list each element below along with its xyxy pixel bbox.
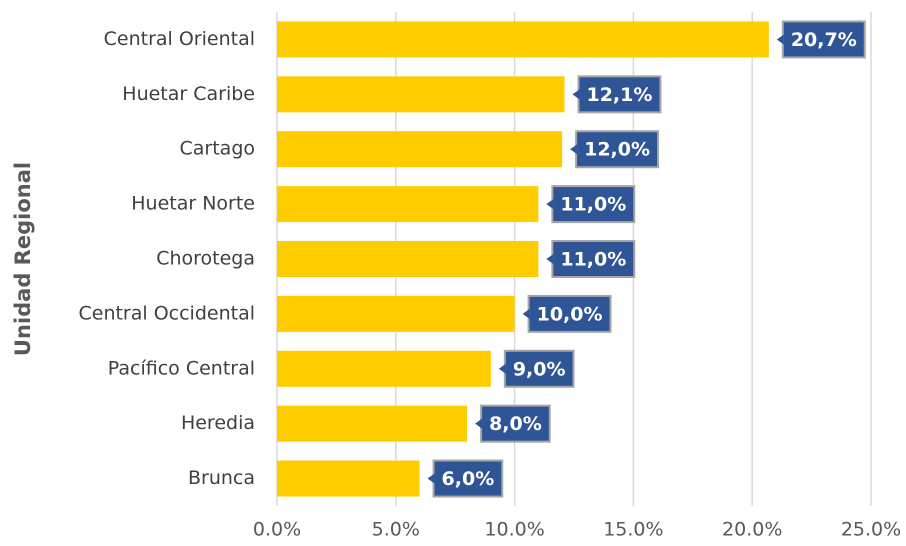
y-tick-label: Brunca [188, 467, 255, 489]
bar [277, 350, 491, 387]
data-label-pointer [427, 473, 435, 484]
data-label-box [527, 294, 612, 333]
y-tick-label: Central Oriental [104, 28, 255, 50]
x-tick-label: 5.0% [372, 519, 420, 541]
x-tick-label: 20.0% [722, 519, 782, 541]
data-label-pointer [522, 308, 530, 319]
y-tick-label: Central Occidental [78, 302, 255, 324]
bar [277, 131, 563, 168]
bar [277, 295, 515, 332]
data-label: 11,0% [560, 249, 626, 271]
y-tick-label: Pacífico Central [108, 357, 255, 379]
data-label-pointer [475, 418, 483, 429]
bar [277, 76, 565, 113]
data-label-pointer [546, 254, 554, 264]
y-tick-label: Chorotega [156, 248, 255, 270]
data-label-pointer [546, 199, 554, 210]
data-label: 8,0% [489, 413, 542, 435]
data-label-box [551, 185, 636, 224]
data-label-pointer [776, 34, 784, 45]
bar [277, 241, 539, 277]
data-label-pointer [572, 89, 580, 100]
x-tick-label: 0.0% [253, 519, 301, 541]
data-label: 9,0% [513, 358, 566, 380]
data-label: 20,7% [791, 29, 857, 51]
x-tick-label: 10.0% [484, 519, 544, 541]
bar [277, 186, 539, 223]
y-axis-label: Unidad Regional [11, 162, 35, 356]
x-tick-label: 25.0% [841, 519, 901, 541]
data-label-box [575, 130, 660, 169]
data-label-pointer [570, 144, 578, 155]
data-label: 11,0% [560, 194, 626, 216]
data-label-pointer [498, 363, 506, 374]
y-tick-label: Huetar Norte [131, 193, 255, 215]
bar [277, 405, 468, 442]
data-label: 6,0% [442, 468, 495, 490]
data-label: 12,1% [586, 84, 652, 106]
y-tick-label: Huetar Caribe [122, 83, 255, 105]
data-label: 12,0% [584, 139, 650, 161]
x-tick-label: 15.0% [603, 519, 663, 541]
bar [277, 460, 420, 497]
data-label-box [432, 459, 504, 498]
bar [277, 21, 769, 58]
y-tick-label: Cartago [180, 138, 256, 160]
data-label-box [781, 20, 866, 59]
data-label: 10,0% [537, 303, 603, 325]
data-label-box [503, 349, 575, 388]
y-tick-label: Heredia [181, 412, 255, 434]
data-label-box [480, 404, 551, 443]
